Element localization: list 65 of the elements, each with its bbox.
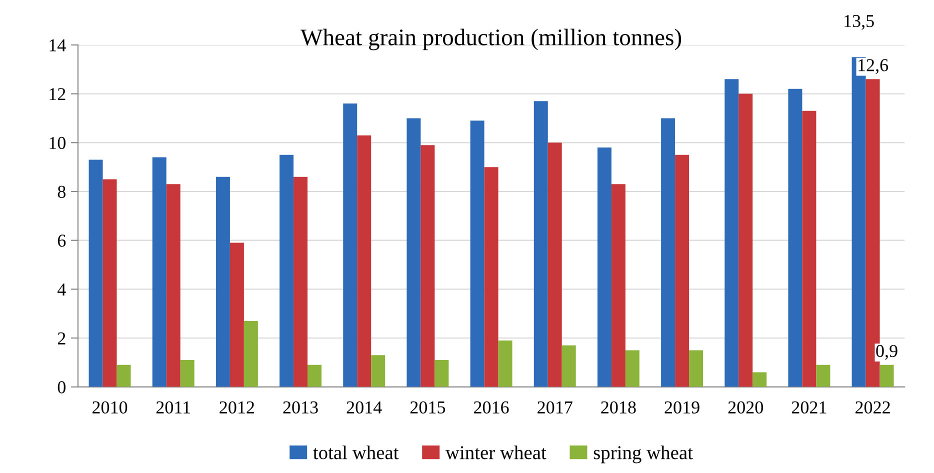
bar [788, 88, 802, 387]
data-label: 12,6 [858, 59, 888, 74]
bar [180, 360, 194, 387]
bar [562, 345, 576, 387]
bar [357, 135, 372, 387]
bar [308, 364, 322, 387]
data-label: 13,5 [844, 14, 874, 30]
x-tick-label: 2020 [728, 401, 763, 414]
bar [689, 350, 704, 387]
x-tick-label: 2015 [410, 401, 446, 414]
bar [738, 94, 753, 387]
x-tick-label: 2018 [601, 401, 636, 414]
bar [880, 364, 894, 387]
bar [230, 242, 244, 387]
bar [661, 118, 676, 387]
x-tick-label: 2017 [538, 401, 572, 414]
bar [116, 364, 131, 387]
bar [548, 142, 562, 387]
bar [434, 360, 449, 387]
y-tick-label: 14 [50, 39, 66, 52]
legend-label: total wheat [313, 446, 399, 460]
bar [752, 372, 767, 387]
x-tick-label: 2011 [156, 401, 190, 414]
bar [534, 101, 548, 387]
bar [484, 167, 498, 387]
bar [498, 340, 512, 387]
bar [816, 364, 830, 387]
bar [611, 184, 626, 387]
bar [294, 176, 308, 387]
chart-title: Wheat grain production (million tonnes) [300, 28, 682, 50]
x-tick-label: 2021 [792, 401, 826, 414]
y-tick-label: 10 [50, 136, 66, 150]
y-tick-label: 0 [58, 381, 66, 394]
bar [675, 154, 690, 387]
x-tick-label: 2022 [856, 401, 890, 414]
x-tick-label: 2010 [92, 401, 128, 414]
bar [406, 118, 421, 387]
bar [371, 355, 386, 387]
bar [597, 148, 612, 387]
legend-label: winter wheat [445, 446, 546, 460]
y-tick-label: 8 [58, 186, 66, 198]
legend-label: spring wheat [594, 446, 693, 464]
bar [216, 176, 230, 387]
bar [244, 320, 258, 387]
x-tick-label: 2019 [664, 401, 700, 414]
bar [724, 79, 739, 387]
bar [152, 157, 166, 387]
bar [88, 160, 103, 387]
bar [420, 145, 435, 387]
bar [343, 104, 358, 387]
y-tick-label: 12 [50, 88, 66, 100]
bar [802, 110, 816, 387]
bar [166, 184, 180, 387]
x-tick-label: 2012 [220, 401, 254, 414]
bar [625, 350, 640, 387]
x-tick-label: 2013 [283, 401, 318, 414]
y-tick-label: 4 [58, 284, 66, 296]
bar [470, 120, 484, 387]
x-tick-label: 2016 [474, 401, 509, 414]
bar [280, 154, 294, 387]
x-tick-label: 2014 [346, 401, 382, 414]
bar [102, 179, 117, 387]
y-tick-label: 2 [58, 332, 66, 344]
y-tick-label: 6 [58, 234, 66, 247]
data-label: 0,9 [876, 344, 898, 360]
